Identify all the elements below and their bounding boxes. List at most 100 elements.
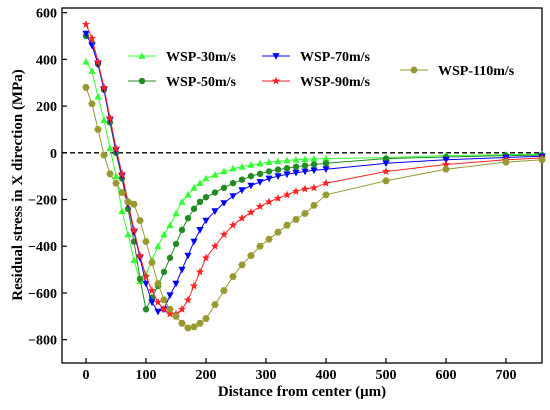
plot-frame — [61, 7, 543, 364]
legend-label-4: WSP-110m/s — [438, 64, 515, 79]
y-tick-label-3: 0 — [50, 147, 57, 162]
series-0-point-19 — [196, 179, 204, 186]
legend-label-1: WSP-50m/s — [166, 75, 237, 90]
series-4-point-5 — [112, 179, 120, 187]
series-3-point-16 — [177, 304, 187, 313]
series-2-point-20 — [202, 217, 210, 225]
series-2-point-10 — [142, 280, 150, 288]
y-tick-label-4: −200 — [28, 194, 57, 209]
legend-symbol-1 — [128, 77, 156, 85]
legend-marker-3 — [271, 76, 281, 85]
legend-symbol-4 — [400, 66, 428, 74]
series-2-point-25 — [247, 182, 255, 190]
series-3-point-29 — [282, 190, 292, 199]
series-2-point-22 — [220, 200, 228, 207]
series-3-point-24 — [237, 213, 247, 222]
series-2-point-21 — [211, 208, 219, 215]
series-3-point-31 — [300, 184, 310, 193]
series-1-point-13 — [160, 268, 168, 276]
series-1-point-27 — [265, 168, 273, 175]
series-4 — [82, 84, 546, 332]
series-3-point-13 — [159, 304, 169, 313]
series-3-point-12 — [153, 297, 163, 306]
series-3-point-1 — [87, 34, 97, 42]
legend-item-1: WSP-50m/s — [128, 75, 237, 90]
series-1-point-30 — [292, 163, 300, 171]
series-1-point-19 — [196, 198, 204, 206]
series-1-point-17 — [184, 214, 192, 222]
series-3-point-4 — [105, 113, 115, 122]
series-3-point-8 — [129, 225, 139, 234]
series-1-point-9 — [136, 275, 144, 283]
series-4-point-4 — [106, 170, 114, 178]
series-3-point-25 — [246, 208, 256, 216]
series-2-point-16 — [178, 266, 186, 274]
series-1-point-15 — [172, 240, 180, 248]
series-2-point-26 — [256, 179, 264, 186]
series-0-point-27 — [265, 158, 273, 165]
series-2-point-31 — [301, 168, 309, 176]
series-4-point-15 — [172, 313, 180, 320]
series-4-point-33 — [322, 191, 330, 199]
series-2-point-34 — [382, 160, 390, 168]
series-4-point-35 — [442, 165, 450, 173]
series-4-point-34 — [382, 177, 390, 185]
series-3-point-17 — [183, 295, 193, 304]
series-4-point-22 — [220, 287, 228, 294]
series-4-point-14 — [166, 306, 174, 313]
series-1-point-24 — [238, 176, 246, 183]
y-tick-label-6: −600 — [28, 287, 57, 302]
series-0-point-2 — [94, 93, 102, 100]
series-4-point-25 — [247, 252, 255, 259]
series-3-point-14 — [165, 309, 175, 318]
series-1-point-26 — [256, 170, 264, 178]
series-layer — [81, 20, 547, 332]
x-tick-label-3: 300 — [256, 368, 277, 383]
axes-layer: 0 100 200 300 400 500 600 700 600 400 200 0 −200 −400… — [28, 7, 516, 383]
series-0-point-4 — [106, 144, 114, 151]
y-tick-label-2: 200 — [36, 100, 57, 115]
y-axis-title: Residual stress in X direction (MPa) — [10, 69, 26, 301]
series-2-point-12 — [154, 308, 162, 316]
series-0-point-5 — [112, 172, 120, 179]
series-2-point-18 — [190, 238, 198, 246]
series-0-point-28 — [274, 157, 282, 165]
series-3-point-26 — [255, 202, 265, 211]
legend-item-0: WSP-30m/s — [128, 50, 237, 65]
series-2-point-24 — [238, 187, 246, 194]
series-1-point-14 — [166, 254, 174, 262]
series-4-point-19 — [196, 320, 204, 327]
series-0-point-13 — [160, 230, 168, 238]
series-3-point-34 — [381, 167, 391, 175]
x-tick-label-0: 0 — [83, 368, 90, 383]
series-1-point-20 — [202, 193, 210, 201]
series-1-point-16 — [178, 226, 186, 234]
series-4-point-17 — [184, 324, 192, 332]
series-0-point-23 — [229, 164, 237, 172]
series-1-point-23 — [229, 179, 237, 187]
series-3-point-28 — [273, 194, 283, 202]
legend-label-0: WSP-30m/s — [166, 50, 237, 65]
series-0-point-26 — [256, 159, 264, 167]
series-3-point-11 — [147, 286, 157, 295]
series-3 — [81, 20, 547, 318]
series-4-point-37 — [538, 156, 546, 164]
series-4-point-29 — [283, 221, 291, 229]
series-4-point-31 — [301, 210, 309, 217]
series-0-point-0 — [82, 57, 90, 65]
legend-marker-4 — [410, 66, 418, 74]
y-tick-label-1: 400 — [36, 53, 57, 68]
series-1-point-29 — [283, 165, 291, 172]
series-4-point-6 — [118, 189, 126, 196]
series-4-point-24 — [238, 261, 246, 269]
series-1-point-31 — [301, 162, 309, 169]
legend-marker-1 — [138, 77, 146, 85]
series-2-point-17 — [184, 252, 192, 260]
series-3-point-22 — [219, 230, 229, 239]
series-0-point-20 — [202, 174, 210, 182]
series-4-point-32 — [310, 202, 318, 209]
x-tick-label-2: 200 — [196, 368, 217, 383]
series-4-point-8 — [130, 200, 138, 208]
